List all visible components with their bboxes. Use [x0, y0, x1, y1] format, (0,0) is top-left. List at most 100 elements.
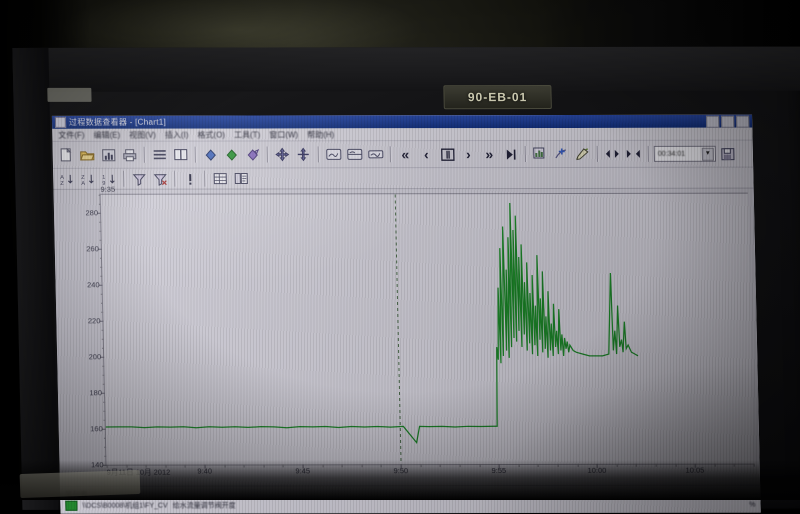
svg-text:Z: Z: [81, 174, 85, 180]
toolbar-separator: [389, 146, 391, 163]
y-minor-tick: [102, 401, 106, 403]
x-axis: [54, 189, 754, 190]
add-pen-icon[interactable]: [552, 144, 571, 163]
y-minor-tick: [99, 275, 103, 277]
grid-view-icon[interactable]: [171, 145, 190, 164]
y-axis: [54, 189, 754, 190]
y-minor-tick: [101, 329, 104, 331]
x-start-label: 9:35: [100, 184, 116, 194]
svg-text:A: A: [60, 174, 64, 180]
interval-combo[interactable]: 00:34:01 ▼: [653, 145, 717, 162]
nav-first-button[interactable]: «: [401, 146, 410, 163]
pen-blue-icon[interactable]: [201, 145, 220, 164]
nav-prev-button[interactable]: ‹: [423, 146, 429, 163]
toolbar-separator: [123, 170, 125, 187]
chart-container[interactable]: 2802602402202001801601409:409:459:509:55…: [53, 185, 761, 486]
y-minor-tick: [103, 446, 107, 448]
asset-label: 90-EB-01: [443, 85, 552, 110]
nav-pause-button[interactable]: [438, 145, 457, 163]
plot-area[interactable]: 2802602402202001801601409:409:459:509:55…: [85, 185, 755, 477]
y-minor-tick: [99, 257, 103, 259]
toolbar-separator: [194, 146, 196, 163]
y-minor-tick: [100, 311, 104, 313]
alarm-icon[interactable]: [180, 169, 199, 188]
pan-vertical-icon[interactable]: [294, 145, 313, 164]
y-tick-label: 240: [86, 280, 100, 290]
menu-item-window[interactable]: 窗口(W): [269, 129, 299, 139]
filter-icon[interactable]: [129, 169, 148, 188]
pane-trend-icon[interactable]: [366, 145, 385, 164]
open-folder-icon[interactable]: [78, 145, 97, 164]
pane-double-icon[interactable]: [345, 145, 364, 164]
nav-last-button[interactable]: [501, 145, 520, 163]
save-view-icon[interactable]: [718, 144, 737, 163]
new-document-icon[interactable]: [57, 145, 76, 164]
menu-item-edit[interactable]: 编辑(E): [93, 130, 121, 140]
monitor-screen: 过程数据查看器 - [Chart1] 文件(F) 编辑(E) 视图(V) 插入(…: [51, 114, 761, 514]
y-minor-tick: [102, 410, 106, 412]
pan-tool-icon[interactable]: [273, 145, 292, 164]
save-chart-icon[interactable]: [99, 145, 118, 164]
menu-item-file[interactable]: 文件(F): [58, 130, 85, 140]
filter-clear-icon[interactable]: [150, 169, 169, 188]
minimize-button[interactable]: [706, 115, 720, 128]
y-minor-tick: [103, 419, 106, 421]
annotate-icon[interactable]: [573, 144, 592, 163]
properties-icon[interactable]: [231, 169, 250, 188]
table-icon[interactable]: [210, 169, 229, 188]
maximize-button[interactable]: [721, 115, 735, 128]
y-tick-label: 160: [90, 424, 103, 434]
pen-purple-icon[interactable]: [243, 145, 262, 164]
toolbar-separator: [596, 145, 599, 162]
pen-units: %: [749, 501, 756, 509]
pen-green-icon[interactable]: [222, 145, 241, 164]
main-toolbar[interactable]: « ‹ › » 00:34:01 ▼: [52, 140, 754, 169]
legend-swatch: [65, 500, 78, 511]
y-minor-tick: [101, 347, 104, 349]
menu-item-tools[interactable]: 工具(T): [233, 130, 261, 140]
interval-value: 00:34:01: [657, 150, 686, 158]
collapse-range-icon[interactable]: [624, 144, 643, 163]
list-view-icon[interactable]: [150, 145, 169, 164]
y-minor-tick: [102, 374, 105, 376]
y-minor-tick: [99, 239, 102, 241]
toolbar-separator: [524, 146, 527, 163]
app-icon: [54, 116, 67, 128]
y-minor-tick: [99, 266, 103, 268]
monitor-bezel-top: [12, 46, 800, 92]
menu-item-insert[interactable]: 插入(I): [164, 130, 189, 140]
y-minor-tick: [98, 221, 102, 223]
y-minor-tick: [98, 203, 101, 205]
y-minor-tick: [103, 455, 107, 457]
menu-item-format[interactable]: 格式(O): [197, 130, 226, 140]
y-minor-tick: [101, 338, 104, 340]
menu-item-view[interactable]: 视图(V): [129, 130, 156, 140]
y-minor-tick: [98, 230, 102, 232]
toolbar-separator: [143, 146, 145, 163]
pen-list-row[interactable]: \\DCS\B0008\机组1\FY_CV 给水流量调节阀开度 %: [65, 500, 756, 511]
monitor: 90-EB-01 过程数据查看器 - [Chart1] 文件(F) 编辑(E) …: [0, 29, 800, 514]
print-icon[interactable]: [120, 145, 139, 164]
nav-forward-button[interactable]: »: [485, 146, 494, 163]
expand-range-icon[interactable]: [603, 144, 622, 163]
bezel-tag: [47, 87, 92, 102]
nav-next-button[interactable]: ›: [465, 146, 471, 163]
add-trend-icon[interactable]: [531, 145, 550, 164]
svg-text:A: A: [81, 180, 85, 185]
menubar[interactable]: 文件(F) 编辑(E) 视图(V) 插入(I) 格式(O) 工具(T) 窗口(W…: [52, 127, 753, 142]
window-titlebar: 过程数据查看器 - [Chart1]: [51, 114, 753, 129]
window-controls[interactable]: [706, 115, 750, 128]
menu-item-help[interactable]: 帮助(H): [307, 129, 335, 139]
close-button[interactable]: [736, 115, 750, 128]
trend-line: [101, 194, 754, 465]
y-tick-label: 220: [87, 316, 101, 326]
pen-description: 给水流量调节阀开度: [172, 502, 236, 510]
svg-text:Z: Z: [60, 180, 64, 185]
pane-single-icon[interactable]: [324, 145, 343, 164]
chevron-down-icon[interactable]: ▼: [701, 147, 715, 161]
toolbar-separator: [266, 146, 268, 163]
